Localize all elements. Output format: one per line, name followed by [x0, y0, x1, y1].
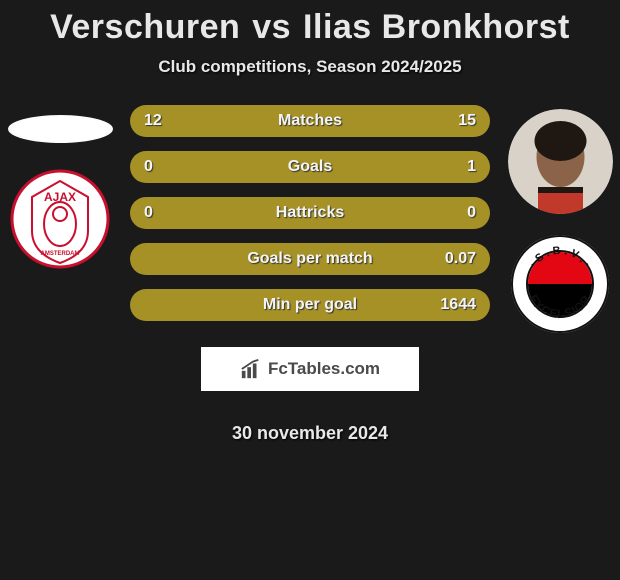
page-title: Verschuren vs Ilias Bronkhorst — [50, 8, 570, 47]
stat-right-value: 0.07 — [445, 250, 476, 268]
stat-label: Hattricks — [276, 204, 344, 222]
ajax-badge-icon: AJAX AMSTERDAM — [10, 169, 110, 269]
stats-column: 12 Matches 15 0 Goals 1 0 Hattricks 0 Go… — [120, 105, 500, 444]
stat-bar-goals: 0 Goals 1 — [130, 151, 490, 183]
left-column: AJAX AMSTERDAM — [0, 105, 120, 269]
stat-label: Min per goal — [263, 296, 357, 314]
club-badge-right: · S . B . V . · EXCELSIOR — [510, 234, 610, 334]
stat-left-value: 12 — [144, 112, 162, 130]
portrait-icon — [508, 109, 613, 214]
brand-box[interactable]: FcTables.com — [201, 347, 419, 391]
player-left-photo — [8, 109, 113, 149]
excelsior-badge-icon: · S . B . V . · EXCELSIOR — [510, 234, 610, 334]
placeholder-ellipse-icon — [8, 115, 113, 143]
stat-right-value: 1644 — [440, 296, 476, 314]
content-row: AJAX AMSTERDAM 12 Matches 15 0 Goals 1 0 — [0, 105, 620, 444]
right-column: · S . B . V . · EXCELSIOR — [500, 105, 620, 334]
brand-text: FcTables.com — [268, 359, 380, 379]
bar-chart-icon — [240, 358, 262, 380]
stat-left-value: 0 — [144, 204, 153, 222]
stat-bar-hattricks: 0 Hattricks 0 — [130, 197, 490, 229]
player-left-name: Verschuren — [50, 8, 240, 46]
stat-label: Matches — [278, 112, 342, 130]
stat-right-value: 15 — [458, 112, 476, 130]
svg-text:AMSTERDAM: AMSTERDAM — [41, 251, 80, 257]
player-right-photo — [508, 109, 613, 214]
comparison-card: Verschuren vs Ilias Bronkhorst Club comp… — [0, 0, 620, 580]
stat-left-value: 0 — [144, 158, 153, 176]
stat-right-value: 1 — [467, 158, 476, 176]
stat-bar-goals-per-match: Goals per match 0.07 — [130, 243, 490, 275]
comparison-date: 30 november 2024 — [232, 423, 388, 444]
stat-label: Goals — [288, 158, 332, 176]
club-badge-left: AJAX AMSTERDAM — [10, 169, 110, 269]
stat-label: Goals per match — [247, 250, 372, 268]
subtitle: Club competitions, Season 2024/2025 — [158, 57, 461, 77]
player-right-name: Ilias Bronkhorst — [303, 8, 570, 46]
title-vs: vs — [252, 8, 291, 46]
stat-right-value: 0 — [467, 204, 476, 222]
stat-bar-matches: 12 Matches 15 — [130, 105, 490, 137]
stat-bar-min-per-goal: Min per goal 1644 — [130, 289, 490, 321]
